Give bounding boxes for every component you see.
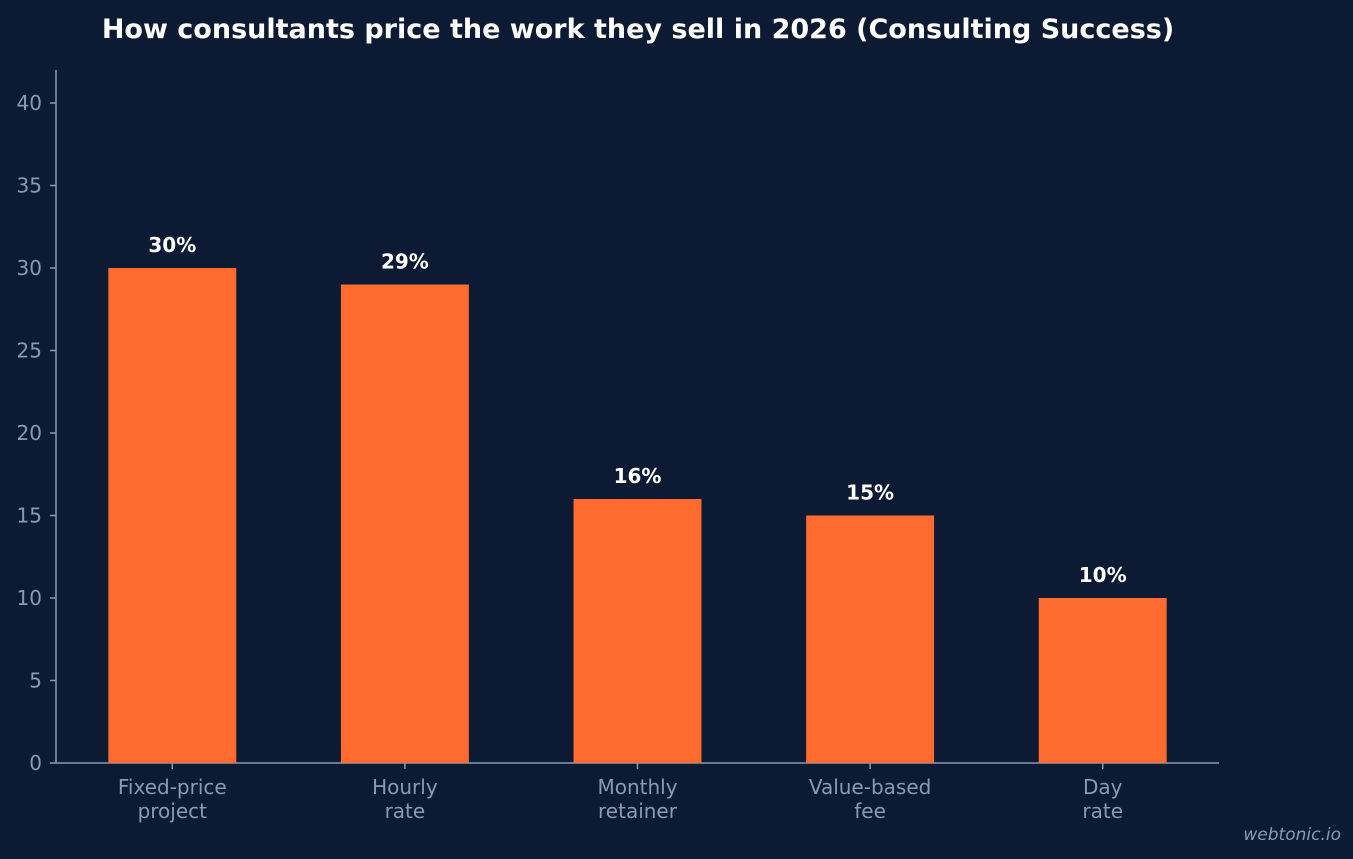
y-tick-label: 20 <box>17 421 42 445</box>
bars-group <box>108 268 1167 763</box>
data-labels-group: 30% 29% 16% 15% 10% <box>148 233 1126 587</box>
bar <box>573 499 702 763</box>
x-tick-label: Monthly retainer <box>597 775 677 823</box>
y-tick-label: 15 <box>17 504 42 528</box>
x-tick-label: Fixed-price project <box>118 775 227 823</box>
data-label: 10% <box>1079 563 1127 587</box>
data-label: 29% <box>381 250 429 274</box>
x-tick-label-line: project <box>138 799 208 823</box>
x-tick-label-line: fee <box>854 799 886 823</box>
x-tick-label: Day rate <box>1082 775 1123 823</box>
y-tick-label: 25 <box>17 339 42 363</box>
y-tick-label: 0 <box>29 751 42 775</box>
x-tick-label-line: retainer <box>598 799 678 823</box>
chart-title: How consultants price the work they sell… <box>102 14 1174 45</box>
x-tick-label-line: Fixed-price <box>118 775 227 799</box>
x-tick-label-line: Value-based <box>809 775 932 799</box>
bar <box>108 268 237 763</box>
x-tick-label-line: Monthly <box>597 775 677 799</box>
bar <box>340 284 469 763</box>
data-label: 15% <box>846 481 894 505</box>
x-tick-label-line: Day <box>1083 775 1123 799</box>
y-tick-label: 40 <box>17 91 42 115</box>
data-label: 16% <box>614 464 662 488</box>
x-tick-label: Value-based fee <box>809 775 932 823</box>
x-tick-label-line: Hourly <box>372 775 438 799</box>
data-label: 30% <box>148 233 196 257</box>
watermark: webtonic.io <box>1243 825 1341 845</box>
x-tick-label-line: rate <box>385 799 426 823</box>
bar <box>1038 598 1167 763</box>
y-tick-label: 35 <box>17 174 42 198</box>
x-tick-label: Hourly rate <box>372 775 438 823</box>
y-axis: 0 5 10 15 20 25 30 35 40 <box>17 70 57 775</box>
y-tick-label: 10 <box>17 586 42 610</box>
y-tick-label: 30 <box>17 256 42 280</box>
x-tick-label-line: rate <box>1082 799 1123 823</box>
y-tick-label: 5 <box>29 669 42 693</box>
bar <box>806 515 935 763</box>
